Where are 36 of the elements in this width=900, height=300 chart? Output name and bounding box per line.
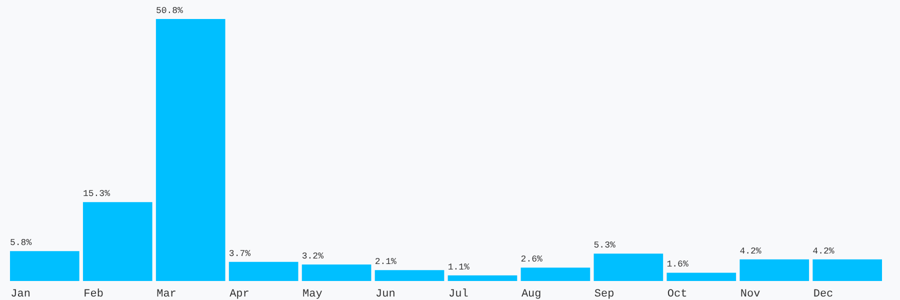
bar [82,202,152,281]
data-label: 1.1% [448,262,470,272]
bar [448,275,518,281]
data-label: 3.2% [302,251,324,262]
x-tick-label: Apr [230,288,250,300]
x-tick-label: Jun [376,288,396,300]
x-tick-label: May [302,288,323,300]
data-label: 2.1% [374,257,398,268]
bar [156,19,226,281]
bar [520,268,590,281]
data-label: 5.3% [594,240,616,251]
x-tick-label: Sep [594,288,614,300]
data-label: 2.6% [520,254,543,265]
data-label: 50.8% [156,6,184,16]
bar [228,262,298,281]
bar [374,270,444,281]
bar [740,259,810,281]
bar [666,272,736,281]
data-label: 5.8% [10,238,32,248]
data-label: 15.3% [82,189,111,200]
bar [594,254,664,281]
bar [812,259,882,281]
x-tick-label: Dec [813,288,834,300]
x-tick-label: Jan [10,288,30,300]
x-tick-label: Oct [667,288,688,300]
x-tick-label: Aug [521,288,542,300]
bar [302,264,372,281]
x-tick-label: Jul [448,288,468,300]
data-label: 4.2% [812,246,835,256]
x-tick-label: Mar [156,288,176,300]
data-label: 3.7% [228,248,252,259]
data-label: 1.6% [666,260,689,270]
x-tick-label: Feb [84,288,104,300]
data-label: 4.2% [740,246,762,256]
bar [10,251,80,281]
x-tick-label: Nov [740,288,761,300]
